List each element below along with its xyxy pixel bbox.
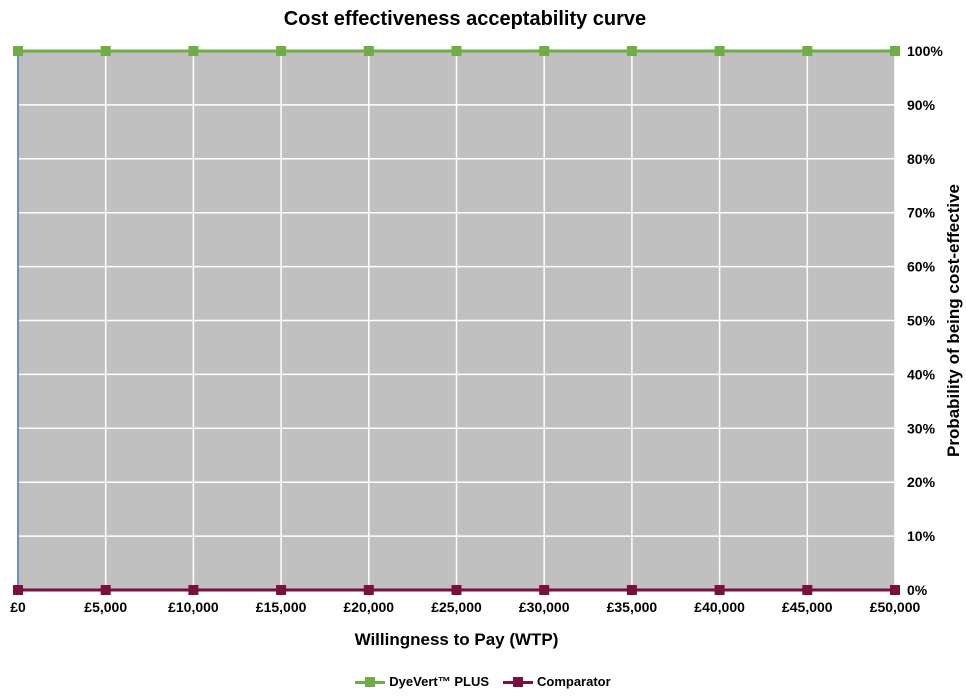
x-tick-label: £50,000 [870, 599, 921, 615]
legend-swatch-dyevert [355, 676, 386, 687]
x-tick-label: £30,000 [519, 599, 570, 615]
x-tick-labels: £0 £5,000 £10,000 £15,000 £20,000 £25,000 £30,… [10, 599, 920, 615]
series-1-point [100, 585, 111, 595]
y-tick-label: 50% [907, 313, 936, 329]
x-axis-label: Willingness to Pay (WTP) [355, 630, 559, 649]
series-1-point [363, 585, 374, 595]
series-0-point [188, 46, 199, 56]
legend-label-dyevert: DyeVert™ PLUS [389, 674, 489, 689]
y-tick-label: 10% [907, 528, 936, 544]
x-tick-label: £0 [10, 599, 26, 615]
legend-label-comparator: Comparator [537, 674, 611, 689]
series-0-point [626, 46, 637, 56]
y-tick-label: 0% [907, 582, 928, 598]
x-tick-label: £25,000 [431, 599, 482, 615]
y-tick-label: 80% [907, 151, 936, 167]
x-tick-label: £40,000 [694, 599, 745, 615]
series-0-point [890, 46, 900, 56]
series-1-point [802, 585, 813, 595]
series-0-point [363, 46, 374, 56]
series-layer [13, 46, 900, 595]
series-1-point [451, 585, 462, 595]
x-tick-label: £10,000 [168, 599, 219, 615]
series-0-point [100, 46, 111, 56]
series-0-point [13, 46, 23, 56]
series-1-point [626, 585, 637, 595]
series-1-point [890, 585, 900, 595]
legend: DyeVert™ PLUS Comparator [0, 674, 966, 689]
y-tick-label: 100% [907, 43, 943, 59]
x-tick-label: £45,000 [782, 599, 833, 615]
y-axis-label: Probability of being cost-effective [944, 184, 963, 457]
chart-title: Cost effectiveness acceptability curve [283, 8, 647, 30]
y-tick-label: 60% [907, 259, 936, 275]
y-tick-label: 30% [907, 420, 936, 436]
y-tick-label: 20% [907, 474, 936, 490]
legend-swatch-comparator [503, 676, 533, 687]
series-1-point [188, 585, 199, 595]
x-tick-label: £20,000 [343, 599, 394, 615]
y-tick-label: 40% [907, 366, 936, 382]
series-1-point [539, 585, 550, 595]
series-1-point [714, 585, 725, 595]
y-tick-labels: 0% 10% 20% 30% 40% 50% 60% 70% 80% 90% 100% [907, 43, 943, 598]
x-tick-label: £5,000 [84, 599, 127, 615]
y-tick-label: 70% [907, 205, 936, 221]
y-tick-label: 90% [907, 97, 936, 113]
x-tick-label: £15,000 [256, 599, 307, 615]
series-0-point [714, 46, 725, 56]
legend-item-dyevert: DyeVert™ PLUS [355, 674, 489, 689]
legend-item-comparator: Comparator [503, 674, 611, 689]
series-1-point [276, 585, 287, 595]
series-1-point [13, 585, 23, 595]
series-0-point [451, 46, 462, 56]
series-0-point [276, 46, 287, 56]
x-tick-label: £35,000 [607, 599, 658, 615]
series-0-point [802, 46, 813, 56]
series-0-point [539, 46, 550, 56]
